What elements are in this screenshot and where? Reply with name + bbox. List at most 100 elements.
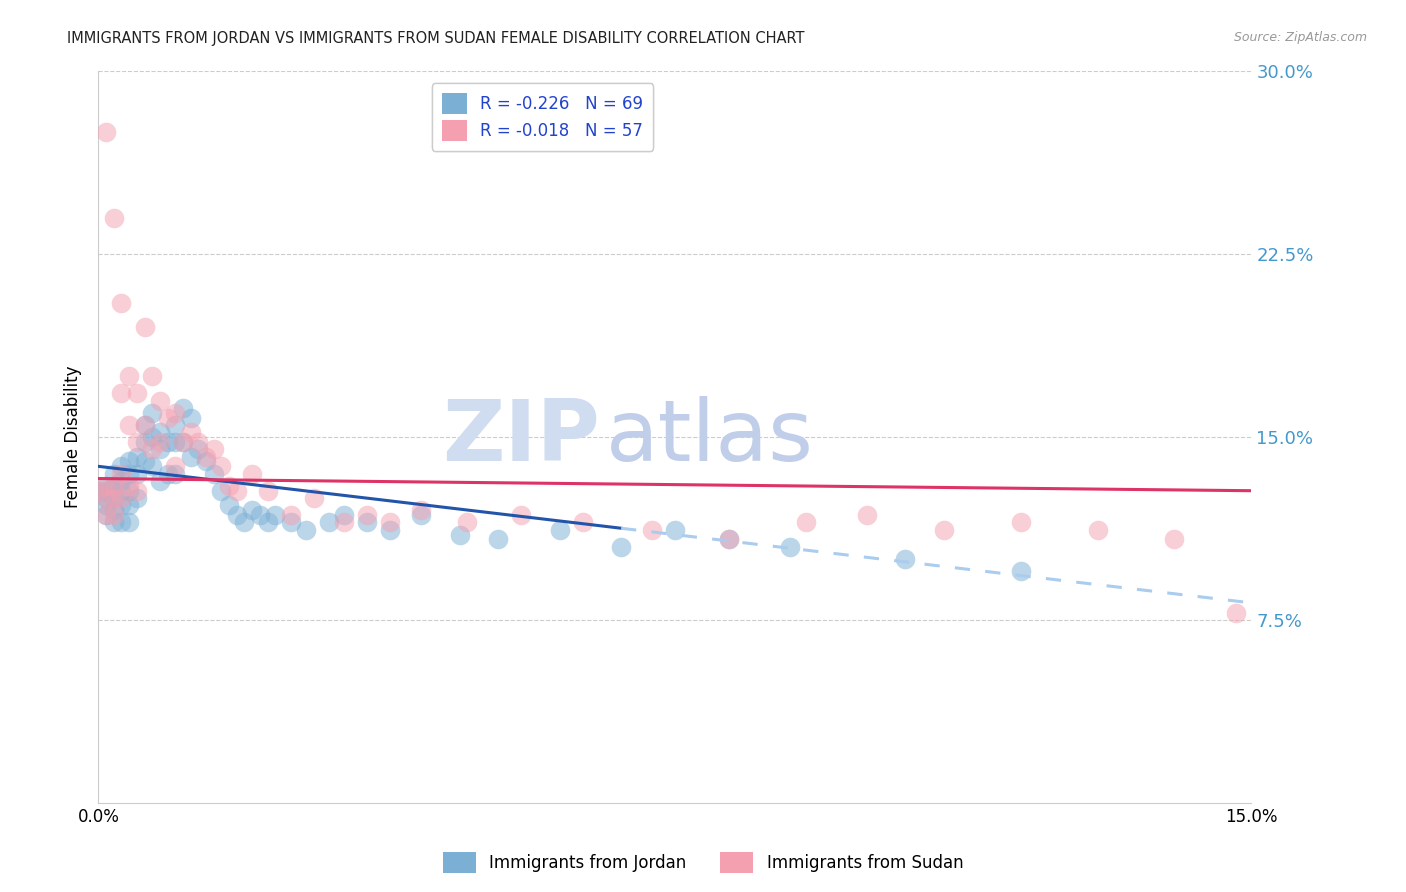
Point (209, 459, 232, 474)
Point (141, 430, 163, 444)
Point (134, 417, 156, 432)
Point (218, 479, 240, 493)
Point (87, 483, 110, 498)
Point (456, 516, 478, 530)
Point (209, 483, 232, 498)
Point (165, 434, 187, 449)
Point (103, 491, 125, 505)
Point (548, 523, 571, 537)
Point (110, 386, 132, 401)
Point (94, 483, 117, 498)
Point (125, 386, 148, 401)
Point (165, 467, 187, 481)
Point (180, 450, 202, 464)
Point (125, 434, 148, 449)
Point (641, 523, 664, 537)
Point (1225, 606, 1247, 620)
Point (256, 483, 278, 498)
Point (118, 369, 141, 384)
Point (103, 516, 125, 530)
Point (141, 442, 163, 457)
Point (149, 434, 172, 449)
Text: Source: ZipAtlas.com: Source: ZipAtlas.com (1233, 31, 1367, 45)
Point (180, 410, 202, 425)
Point (141, 406, 163, 420)
Point (125, 467, 148, 481)
Text: atlas: atlas (606, 395, 814, 479)
Point (280, 508, 302, 522)
Point (1010, 564, 1032, 578)
Point (165, 459, 187, 474)
Point (172, 434, 194, 449)
Point (449, 527, 471, 541)
Point (195, 450, 218, 464)
Point (103, 211, 125, 225)
Point (156, 434, 179, 449)
Point (664, 523, 686, 537)
Point (202, 467, 225, 481)
Point (172, 434, 194, 449)
Point (240, 467, 263, 481)
Point (149, 393, 172, 408)
Point (110, 296, 132, 310)
Point (256, 516, 278, 530)
Point (571, 516, 593, 530)
Point (94, 125, 117, 139)
Point (103, 491, 125, 505)
Point (717, 533, 740, 547)
Legend: Immigrants from Jordan, Immigrants from Sudan: Immigrants from Jordan, Immigrants from … (436, 846, 970, 880)
Point (165, 406, 187, 420)
Point (356, 508, 378, 522)
Point (218, 499, 240, 513)
Point (380, 516, 402, 530)
Point (225, 483, 247, 498)
Point (149, 474, 172, 488)
Point (172, 401, 194, 415)
Point (94, 499, 117, 513)
Point (356, 516, 378, 530)
Point (510, 508, 533, 522)
Point (1163, 533, 1185, 547)
Point (187, 434, 209, 449)
Point (233, 516, 256, 530)
Point (141, 369, 163, 384)
Point (118, 417, 141, 432)
Point (779, 540, 801, 554)
Point (94, 508, 117, 522)
Point (125, 483, 148, 498)
Point (180, 425, 202, 440)
Point (134, 320, 156, 334)
Point (195, 454, 218, 468)
Point (240, 503, 263, 517)
Text: IMMIGRANTS FROM JORDAN VS IMMIGRANTS FROM SUDAN FEMALE DISABILITY CORRELATION CH: IMMIGRANTS FROM JORDAN VS IMMIGRANTS FRO… (67, 31, 806, 46)
Point (380, 523, 402, 537)
Point (110, 491, 132, 505)
Point (202, 442, 225, 457)
Point (302, 491, 325, 505)
Point (1278, 483, 1301, 498)
Point (165, 417, 187, 432)
Point (118, 483, 141, 498)
Point (87, 483, 110, 498)
Point (1087, 523, 1109, 537)
Point (149, 425, 172, 440)
Point (94, 479, 117, 493)
Point (125, 491, 148, 505)
Point (333, 516, 356, 530)
Point (156, 467, 179, 481)
Point (717, 533, 740, 547)
Point (486, 533, 509, 547)
Point (103, 508, 125, 522)
Point (103, 503, 125, 517)
Point (125, 450, 148, 464)
Point (610, 540, 633, 554)
Point (110, 499, 132, 513)
Point (856, 508, 879, 522)
Point (411, 503, 433, 517)
Point (110, 474, 132, 488)
Point (280, 516, 302, 530)
Point (894, 552, 917, 566)
Point (110, 483, 132, 498)
Point (110, 459, 132, 474)
Point (264, 508, 287, 522)
